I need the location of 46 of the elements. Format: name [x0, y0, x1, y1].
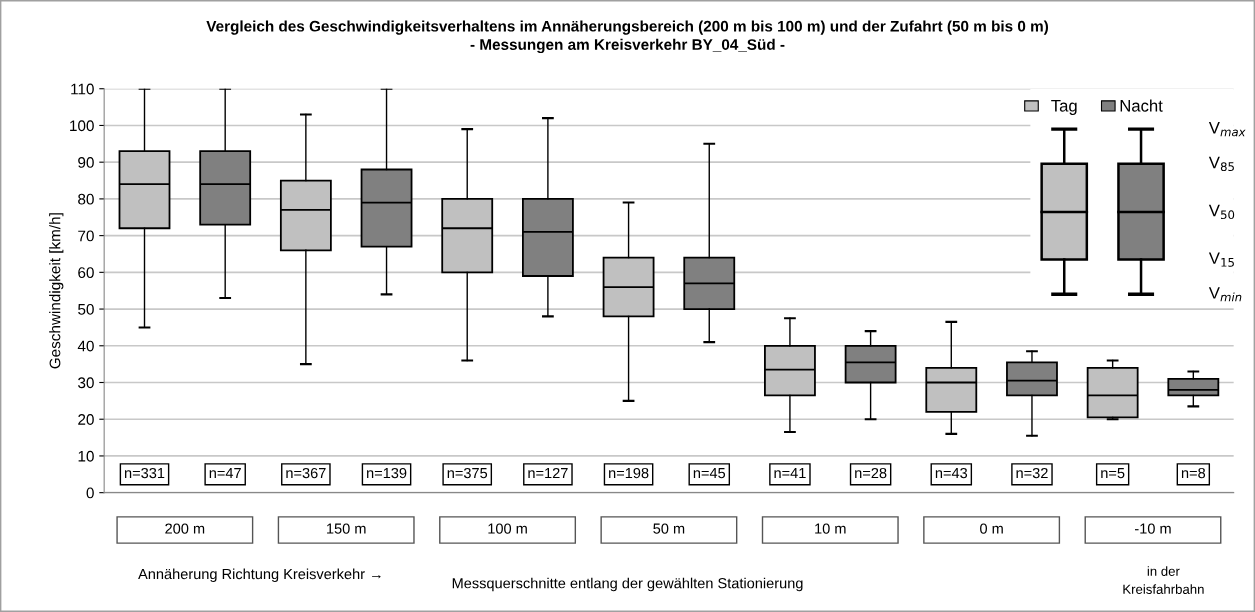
x-tick-label: 10 m: [815, 523, 846, 534]
y-tick-label: 50: [78, 303, 94, 315]
legend-label: Nacht: [1120, 99, 1163, 112]
legend-label: Tag: [1051, 100, 1077, 115]
y-axis-title: Geschwindigkeit [km/h]: [49, 213, 64, 369]
y-tick-label: 60: [78, 267, 94, 279]
annotation: V$_{15}$: [1208, 252, 1234, 267]
x-tick-label: 100 m: [488, 523, 527, 534]
annotation: V$_{85}$: [1208, 156, 1234, 172]
text: n=41: [774, 468, 806, 479]
text: in der Kreisfahrbahn: [1123, 566, 1204, 594]
y-tick-label: 0: [86, 487, 94, 499]
x-tick-label: -10 m: [1135, 523, 1171, 534]
text: Messquerschnitte entlang der gewählten Stationierung: [452, 577, 803, 592]
x-tick-label: 50 m: [653, 523, 685, 534]
y-tick-label: 30: [78, 377, 94, 389]
text: Annäherung Richtung Kreisverkehr →: [138, 568, 381, 583]
y-tick-label: 100: [70, 120, 94, 132]
text: n=8: [1181, 467, 1206, 479]
text: n=28: [855, 467, 887, 479]
text: n=375: [447, 467, 488, 479]
y-tick-label: 40: [77, 340, 94, 352]
y-tick-label: 80: [78, 193, 94, 205]
text: n=139: [367, 467, 407, 479]
chart-subtitle: - Messungen am Kreisverkehr BY_04_Süd -: [470, 38, 785, 54]
y-tick-label: 70: [78, 230, 94, 242]
text: n=331: [124, 467, 165, 479]
x-tick-label: 0 m: [980, 523, 1003, 534]
text: n=32: [1016, 467, 1048, 479]
annotation: V$_{max}$: [1208, 121, 1246, 137]
x-tick-label: 150 m: [327, 523, 366, 534]
y-tick-label: 110: [71, 83, 94, 95]
text: n=47: [209, 468, 241, 479]
text: n=127: [528, 467, 568, 479]
annotation: V$_{min}$: [1208, 287, 1242, 302]
text: n=43: [935, 467, 968, 479]
y-tick-label: 20: [78, 414, 94, 425]
text: n=367: [286, 467, 326, 479]
chart-title: Vergleich des Geschwindigkeitsverhaltens im Annäherungsbereich (200 m bis 100 m) und der Zufahrt (50 m bis 0 m): [206, 20, 1049, 35]
y-tick-label: 10: [78, 450, 94, 462]
annotation: V$_{50}$: [1208, 204, 1235, 220]
text: n=45: [693, 468, 726, 479]
x-tick-label: 200 m: [165, 523, 205, 534]
y-tick-label: 90: [78, 157, 94, 168]
text: n=198: [609, 467, 649, 479]
text: n=5: [1101, 468, 1125, 479]
